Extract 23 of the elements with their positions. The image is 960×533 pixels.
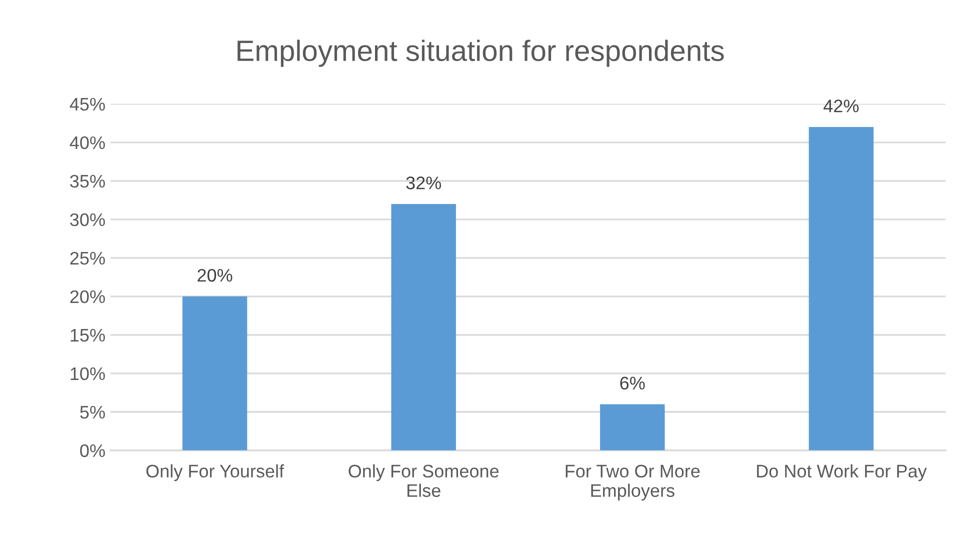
y-tick-label: 5% <box>80 406 105 419</box>
x-tick-label: Only For Yourself <box>146 464 284 482</box>
chart-title: Employment situation for respondents <box>238 40 724 67</box>
y-tick-label: 40% <box>70 136 105 150</box>
x-tick-label: Only For Someone Else <box>348 464 499 497</box>
y-tick-label: 45% <box>70 98 105 111</box>
y-tick-label: 25% <box>70 252 105 265</box>
y-tick-label: 0% <box>80 444 105 458</box>
y-tick-label: 30% <box>70 213 105 226</box>
y-tick-label: 10% <box>70 367 105 380</box>
y-tick-label: 15% <box>70 328 105 342</box>
bar <box>182 296 248 450</box>
x-tick-label: For Two Or More Employers <box>566 464 700 501</box>
x-tick-label: Do Not Work For Pay <box>757 464 927 482</box>
data-label: 20% <box>198 268 232 282</box>
y-tick-label: 20% <box>70 290 105 304</box>
bar <box>808 127 874 450</box>
data-label: 42% <box>824 100 859 112</box>
data-label: 32% <box>406 176 442 190</box>
data-label: 6% <box>620 376 645 390</box>
bar <box>600 404 665 450</box>
bar <box>391 204 456 450</box>
y-tick-label: 35% <box>70 174 105 188</box>
